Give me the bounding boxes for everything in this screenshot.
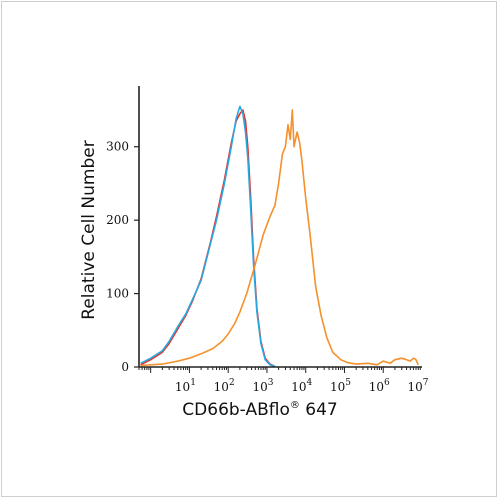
ticks-group: 0 100 200 300 101 102 103 104 105 106 107 [106,140,429,394]
axes-group [138,86,422,368]
x-axis-label: CD66b-ABflo® 647 [182,400,337,420]
x-tick-label: 102 [214,378,235,394]
x-tick-label: 105 [330,378,351,394]
x-axis-label-suffix: 647 [300,400,338,420]
x-axis-label-main: CD66b-ABflo [182,400,290,420]
series-line-1 [140,105,276,368]
series-line-0 [140,109,276,368]
y-axis-label: Relative Cell Number [79,140,99,319]
y-tick-label: 100 [106,287,129,301]
x-axis-label-registered: ® [290,400,300,411]
y-tick-label: 0 [121,360,129,374]
curves-group [140,105,419,368]
x-tick-label: 106 [369,378,390,394]
y-tick-label: 300 [106,140,129,154]
y-tick-label: 200 [106,213,129,227]
x-tick-label: 103 [252,378,273,394]
x-tick-label: 101 [175,378,196,394]
x-tick-label: 104 [291,378,312,394]
series-line-2 [140,109,419,367]
x-tick-label: 107 [407,378,428,394]
